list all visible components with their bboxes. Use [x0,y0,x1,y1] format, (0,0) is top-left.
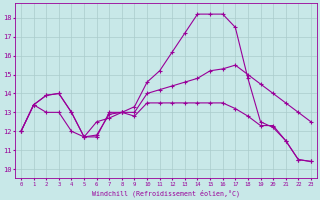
X-axis label: Windchill (Refroidissement éolien,°C): Windchill (Refroidissement éolien,°C) [92,190,240,197]
